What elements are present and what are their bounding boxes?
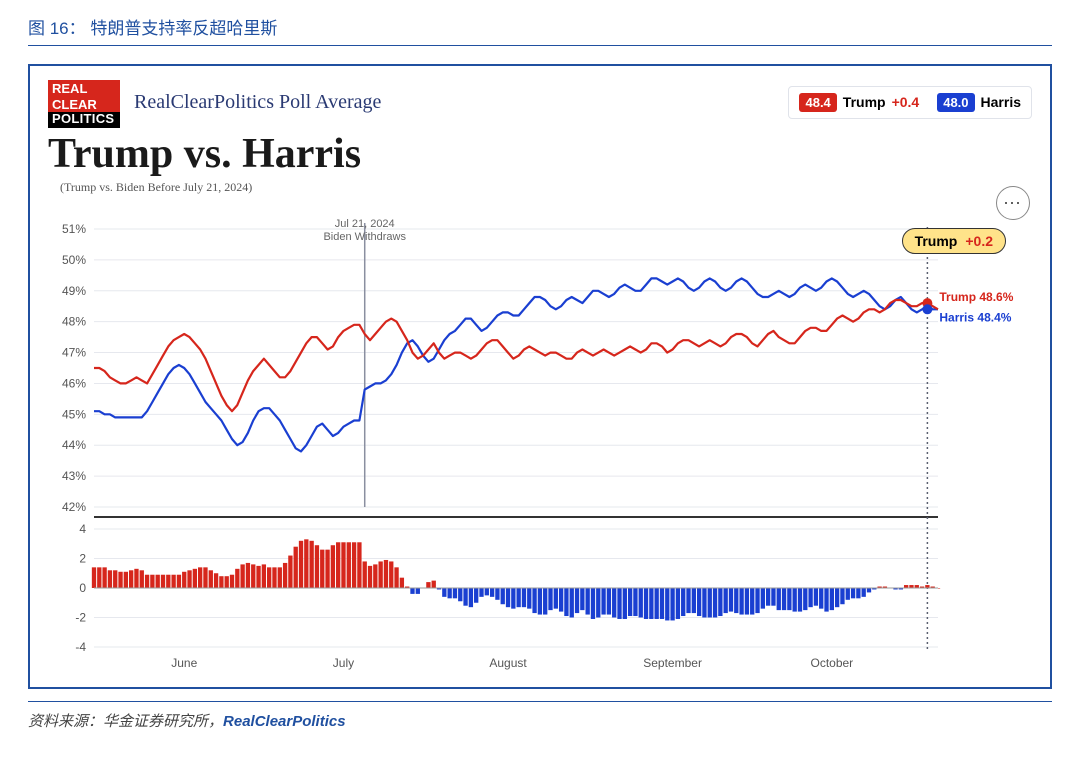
svg-text:Trump 48.6%: Trump 48.6% [939,290,1013,304]
svg-text:4: 4 [79,522,86,536]
svg-text:49%: 49% [62,284,86,298]
svg-text:42%: 42% [62,500,86,514]
rcp-logo: REAL CLEAR POLITICS [48,80,120,124]
site-title: RealClearPolitics Poll Average [134,91,381,114]
pill-label: Trump [915,233,958,249]
spread-pill: Trump +0.2 [902,228,1006,254]
svg-text:July: July [333,656,354,670]
svg-text:50%: 50% [62,253,86,267]
logo-line3: POLITICS [48,112,120,128]
svg-text:0: 0 [79,581,86,595]
svg-text:45%: 45% [62,407,86,421]
svg-text:44%: 44% [62,438,86,452]
chart-svg: 42% 43% 44% 45% 46% 47% 48% 49% 50% 51% -4 -2 0 2 4 Jul… [48,217,1028,677]
svg-text:Jul 21, 2024: Jul 21, 2024 [335,218,395,230]
svg-text:August: August [489,656,527,670]
legend: 48.4 Trump +0.4 48.0 Harris [788,86,1032,119]
more-button[interactable]: ⋯ [996,186,1030,220]
svg-text:43%: 43% [62,469,86,483]
logo-line2: CLEAR [48,96,120,112]
legend-harris-name: Harris [981,94,1021,110]
svg-text:2: 2 [79,552,86,566]
source-prefix: 资料来源：华金证券研究所， [28,713,223,730]
caption-label: 图 16： [28,19,86,38]
legend-trump[interactable]: 48.4 Trump +0.4 [799,93,919,112]
header: REAL CLEAR POLITICS RealClearPolitics Po… [48,80,1032,124]
source-brand: RealClearPolitics [223,713,346,730]
svg-text:-4: -4 [75,640,86,654]
harris-badge: 48.0 [937,93,974,112]
legend-trump-name: Trump [843,94,886,110]
svg-text:47%: 47% [62,346,86,360]
chart-area[interactable]: 42% 43% 44% 45% 46% 47% 48% 49% 50% 51% -4 -2 0 2 4 Jul… [48,217,1032,677]
logo-line1: REAL [48,80,120,96]
svg-text:Biden Withdraws: Biden Withdraws [323,231,406,243]
more-icon: ⋯ [1003,193,1023,214]
svg-text:46%: 46% [62,376,86,390]
pill-value: +0.2 [965,233,993,249]
trump-badge: 48.4 [799,93,836,112]
svg-text:-2: -2 [75,611,86,625]
legend-harris[interactable]: 48.0 Harris [937,93,1021,112]
svg-text:October: October [810,656,853,670]
main-title: Trump vs. Harris [48,130,1032,178]
svg-text:51%: 51% [62,222,86,236]
svg-text:48%: 48% [62,315,86,329]
chart-card: REAL CLEAR POLITICS RealClearPolitics Po… [28,64,1052,689]
legend-trump-delta: +0.4 [892,94,920,110]
source-line: 资料来源：华金证券研究所，RealClearPolitics [28,701,1052,731]
svg-text:September: September [643,656,702,670]
subtitle: (Trump vs. Biden Before July 21, 2024) [60,180,1032,195]
figure-caption: 图 16： 特朗普支持率反超哈里斯 [28,10,1052,46]
svg-text:Harris 48.4%: Harris 48.4% [939,310,1011,324]
caption-text: 特朗普支持率反超哈里斯 [90,19,277,38]
svg-text:June: June [171,656,197,670]
